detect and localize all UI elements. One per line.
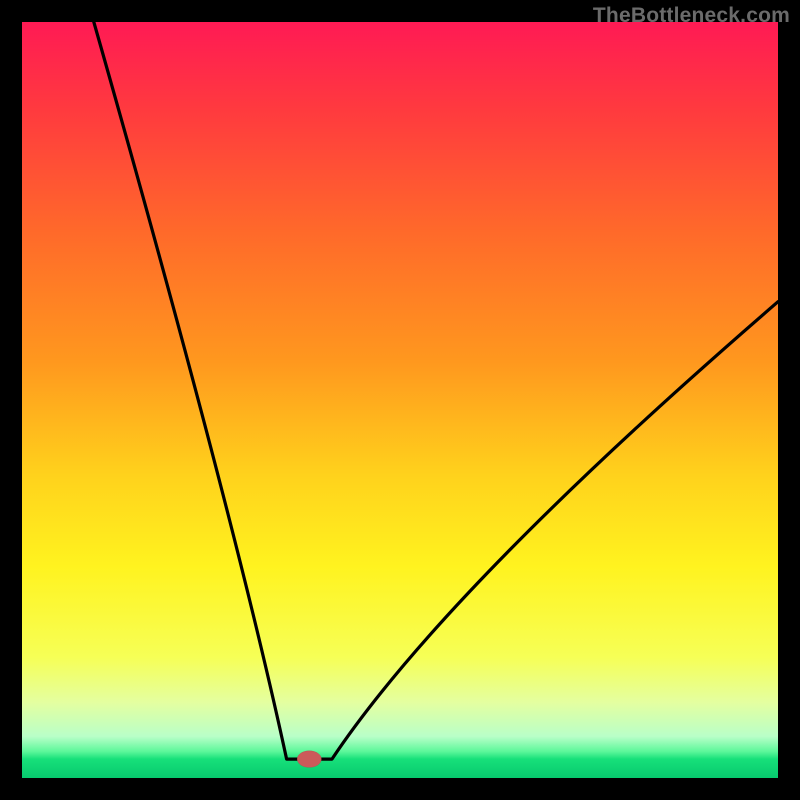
bottleneck-chart [0, 0, 800, 800]
optimum-marker [297, 751, 321, 768]
chart-container: TheBottleneck.com [0, 0, 800, 800]
watermark-text: TheBottleneck.com [593, 4, 790, 28]
